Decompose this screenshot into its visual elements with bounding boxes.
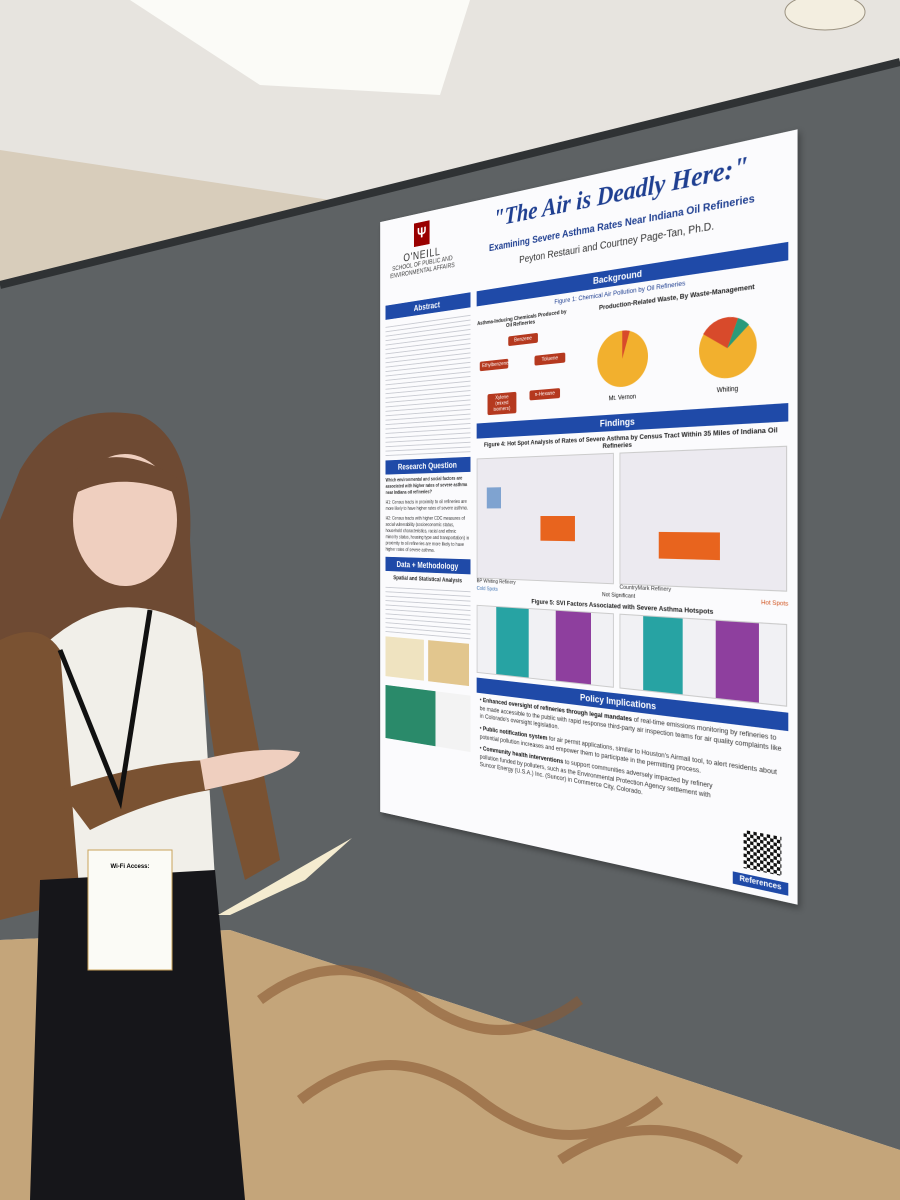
hypothesis: H1: Census tracts in proximity to oil re… <box>385 499 469 512</box>
chemical: n-Hexane <box>529 388 561 401</box>
map <box>476 452 614 585</box>
box-plot <box>619 613 788 707</box>
research-question: Which environmental and social factors a… <box>385 475 468 496</box>
small-map <box>428 640 469 687</box>
carpet-pattern <box>257 965 743 1165</box>
map-panel: CountryMark Refinery <box>619 445 788 599</box>
chemical: Benzene <box>508 332 538 347</box>
poster-frame: Ψ O'NEILL SCHOOL OF PUBLIC AND ENVIRONME… <box>324 129 798 905</box>
box-plot <box>476 604 614 688</box>
chemical: Toluene <box>534 352 566 366</box>
wall <box>0 150 330 290</box>
waste-figure: Production-Related Waste, By Waste-Manag… <box>572 276 788 417</box>
board-frame <box>0 58 900 289</box>
poster: Ψ O'NEILL SCHOOL OF PUBLIC AND ENVIRONME… <box>380 129 798 905</box>
hot-spot <box>658 531 720 561</box>
qr-code <box>743 829 782 876</box>
pie-charts: Mt. Vernon Whiting <box>597 314 757 403</box>
section-heading: Research Question <box>385 456 471 475</box>
abstract-text <box>385 311 471 457</box>
map-panel: BP Whiting Refinery <box>476 452 614 591</box>
logo: Ψ O'NEILL SCHOOL OF PUBLIC AND ENVIRONME… <box>387 214 458 282</box>
logo-mark: Ψ <box>413 220 430 248</box>
right-column: Background Figure 1: Chemical Air Pollut… <box>476 241 789 829</box>
hypothesis: H2: Census tracts with higher CDC measur… <box>385 516 470 554</box>
hot-spot <box>540 515 575 542</box>
pie <box>597 327 649 389</box>
site-label: Mt. Vernon <box>609 394 636 403</box>
left-column: Abstract Research Question Which environ… <box>385 292 471 753</box>
section-heading: Data + Methodology <box>385 556 471 575</box>
chemicals-diagram: Asthma-Inducing Chemicals Produced by Oi… <box>477 307 567 423</box>
legend-entry: Not Significant <box>602 592 636 600</box>
small-map <box>385 636 424 681</box>
ceiling-light <box>130 0 470 95</box>
bar-figure <box>385 685 471 753</box>
map <box>619 445 788 592</box>
small-maps <box>385 636 471 687</box>
hot-spot-maps: BP Whiting Refinery CountryMark Refinery <box>476 445 789 599</box>
chemical: Ethylbenzene <box>479 358 509 372</box>
background-figure: Asthma-Inducing Chemicals Produced by Oi… <box>477 276 789 423</box>
cold-spot <box>486 487 502 509</box>
legend-entry: Hot Spots <box>761 599 789 608</box>
chemical: Xylene (mixed isomers) <box>487 391 517 416</box>
site-label: Whiting <box>717 386 738 395</box>
method-text <box>385 583 471 640</box>
ceiling-lamp <box>784 0 866 31</box>
legend-entry: Cold Spots <box>476 585 498 593</box>
